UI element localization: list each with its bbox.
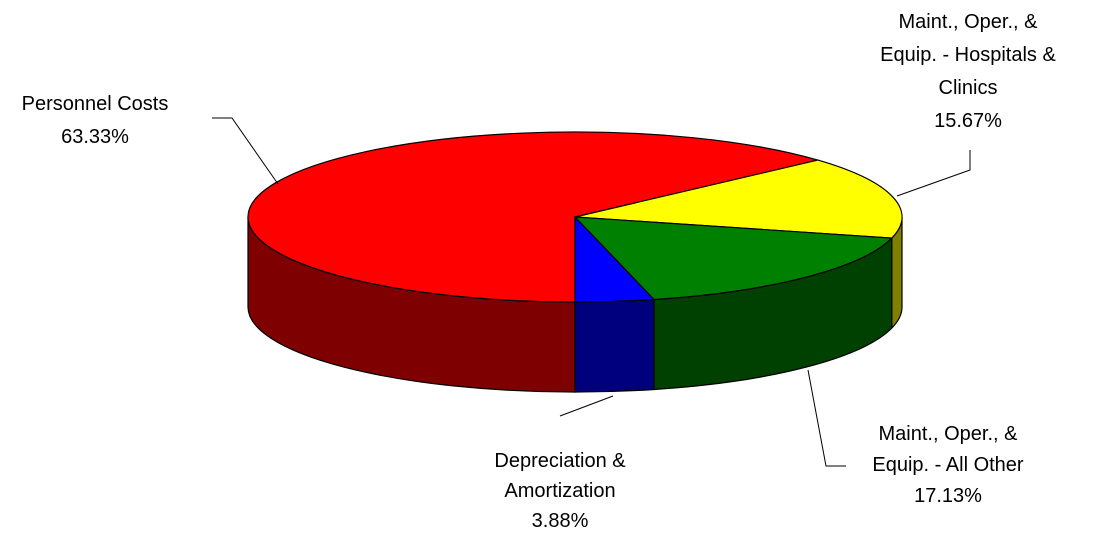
slice-side (574, 298, 655, 393)
category-label: Personnel Costs (21, 93, 169, 115)
leader-line (212, 117, 279, 185)
category-label: Maint., Oper., & Equip. - Hospitals & Cl… (880, 11, 1056, 99)
slice (247, 131, 821, 303)
slice (574, 159, 903, 239)
value-label: 3.88% (531, 510, 589, 532)
slice (573, 216, 894, 301)
value-label: 63.33% (61, 126, 129, 148)
leader-lines (212, 117, 971, 467)
slice-label: Depreciation & Amortization 3.88% (480, 446, 640, 536)
category-label: Depreciation & Amortization (494, 450, 626, 502)
category-label: Maint., Oper., & Equip. - All Other (872, 423, 1024, 476)
slice-label: Maint., Oper., & Equip. - All Other 17.1… (850, 419, 1046, 512)
leader-line (807, 369, 846, 467)
pie (247, 131, 903, 393)
value-label: 17.13% (914, 485, 982, 507)
slice-label: Maint., Oper., & Equip. - Hospitals & Cl… (870, 6, 1066, 138)
slice-label: Personnel Costs 63.33% (0, 88, 190, 154)
value-label: 15.67% (934, 110, 1002, 132)
leader-line (896, 150, 971, 197)
slice (574, 215, 656, 303)
leader-line (559, 395, 614, 417)
